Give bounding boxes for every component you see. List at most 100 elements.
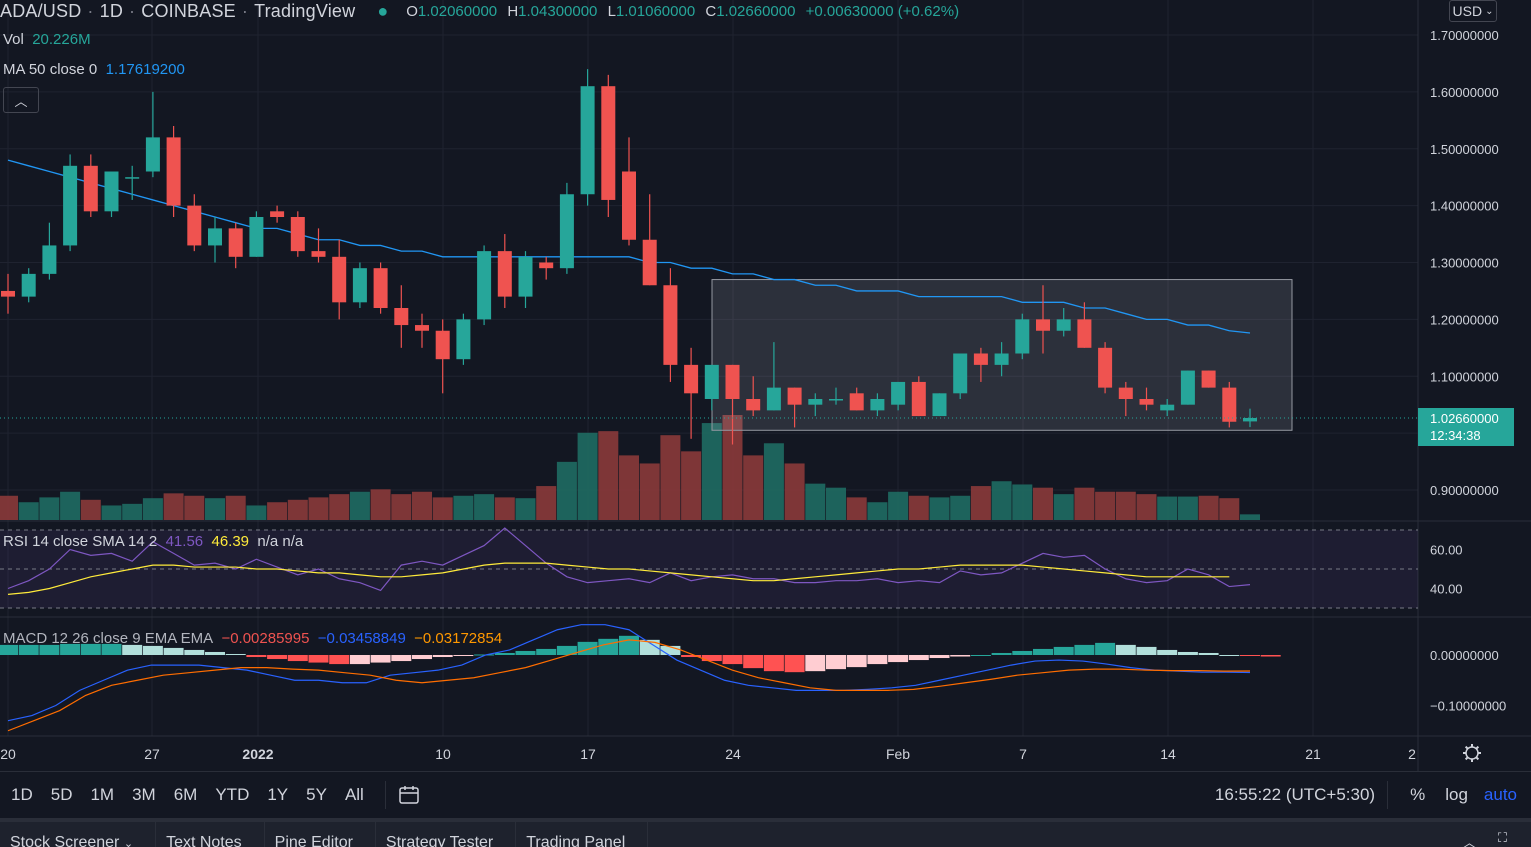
chevron-down-icon: ⌄ (1485, 5, 1494, 17)
open-value: 1.02060000 (417, 2, 498, 20)
volume-bar (370, 489, 391, 520)
time-axis-label: 10 (435, 746, 451, 762)
candle-body (766, 387, 781, 411)
interval-label[interactable]: 1D (99, 0, 124, 21)
candle-body (1201, 370, 1216, 388)
price-axis-label: 1.50000000 (1430, 142, 1499, 157)
time-axis-label: 7 (1019, 746, 1027, 762)
macd-histogram-bar (826, 655, 846, 670)
range-6m[interactable]: 6M (173, 785, 198, 804)
candle-body (145, 137, 160, 172)
macd-histogram-bar (60, 643, 81, 655)
candle-body (1160, 404, 1175, 411)
volume-bar (556, 461, 577, 520)
macd-histogram-bar (888, 655, 909, 663)
volume-bar (412, 491, 432, 520)
price-axis-label: 0.90000000 (1430, 483, 1499, 498)
macd-histogram-bar (743, 655, 764, 669)
rsi-sma-line (7, 562, 1230, 595)
collapse-legend-button[interactable]: ︿ (3, 87, 39, 113)
range-ytd[interactable]: YTD (215, 785, 250, 804)
volume-bar (1136, 494, 1157, 520)
ohlc-values: O1.02060000 H1.04300000 L1.01060000 C1.0… (406, 2, 960, 20)
candle-body (21, 273, 36, 297)
tab-stock-screener[interactable]: Stock Screener ⌄ (0, 822, 157, 847)
bottom-toolbar: 1D 5D 1M 3M 6M YTD 1Y 5Y All 16:55:22 (U… (0, 771, 1531, 818)
range-5d[interactable]: 5D (50, 785, 73, 804)
candle-body (456, 319, 471, 360)
candle-body (849, 393, 864, 411)
range-3m[interactable]: 3M (132, 785, 156, 804)
range-1d[interactable]: 1D (11, 785, 33, 804)
chart-canvas[interactable]: 1.70000000 1.60000000 1.50000000 1.40000000… (0, 0, 1531, 771)
rsi-legend[interactable]: RSI 14 close SMA 14 2 41.56 46.39 n/a n/… (3, 533, 304, 550)
price-axis-label: 1.30000000 (1430, 256, 1499, 271)
volume-legend[interactable]: Vol 20.226M (3, 31, 91, 48)
auto-scale-toggle[interactable]: auto (1483, 785, 1517, 804)
current-price-tag: 1.02660000 12:34:38 (1418, 408, 1514, 446)
volume-bar (1074, 487, 1095, 520)
volume-bar (1095, 491, 1116, 520)
volume-bar (929, 497, 950, 520)
macd-histogram-bar (205, 651, 225, 655)
range-1y[interactable]: 1Y (267, 785, 289, 804)
price-axis: 1.70000000 1.60000000 1.50000000 1.40000000… (1430, 28, 1499, 498)
range-1m[interactable]: 1M (90, 785, 115, 804)
candle-body (187, 205, 202, 246)
volume-bar (0, 495, 18, 520)
currency-button[interactable]: USD ⌄ (1449, 0, 1497, 22)
candle-body (228, 228, 243, 257)
candle-body (104, 171, 119, 212)
macd-histogram-bar (991, 652, 1012, 655)
time-axis-label: 20 (0, 746, 16, 762)
volume-bar (308, 497, 329, 520)
tab-text-notes[interactable]: Text Notes (156, 822, 265, 847)
volume-bar (122, 503, 143, 520)
macd-histogram-bar (1012, 650, 1033, 655)
volume-bar (246, 505, 267, 520)
volume-bar (142, 498, 163, 520)
range-all[interactable]: All (344, 785, 364, 804)
macd-histogram-bar (763, 655, 784, 672)
candle-body (1139, 399, 1154, 405)
macd-legend[interactable]: MACD 12 26 close 9 EMA EMA −0.00285995 −… (3, 630, 503, 647)
chevron-down-icon: ⌄ (123, 838, 134, 847)
range-5y[interactable]: 5Y (306, 785, 327, 804)
ma-legend[interactable]: MA 50 close 0 1.17619200 (3, 61, 185, 78)
tab-pine-editor[interactable]: Pine Editor (265, 822, 376, 847)
macd-histogram-bar (681, 655, 702, 658)
maximize-panel-icon[interactable]: ⛶ (1497, 830, 1507, 845)
volume-bar (598, 431, 619, 520)
candle-body (63, 165, 78, 246)
volume-bar (1219, 498, 1240, 520)
candle-body (829, 399, 843, 401)
candle-body (166, 137, 181, 206)
volume-bar (60, 491, 81, 520)
date-range-icon[interactable] (398, 785, 420, 805)
percent-scale-toggle[interactable]: % (1410, 785, 1426, 804)
macd-histogram-bar (142, 645, 163, 655)
macd-line (7, 624, 1251, 722)
log-scale-toggle[interactable]: log (1445, 785, 1468, 804)
candle-body (518, 256, 533, 297)
volume-bar (1012, 484, 1033, 520)
macd-histogram-bar (474, 654, 495, 656)
symbol-name[interactable]: ADA/USD (0, 0, 82, 21)
time-axis-label: 27 (144, 746, 160, 762)
candle-body (1180, 370, 1195, 405)
macd-histogram-bar (784, 655, 805, 673)
candle-body (787, 387, 802, 405)
clock[interactable]: 16:55:22 (UTC+5:30) (1214, 785, 1376, 804)
bottom-panel-tabs: Stock Screener ⌄ Text Notes Pine Editor … (0, 818, 1531, 847)
macd-histogram-bar (846, 655, 867, 668)
macd-histogram-bar (0, 644, 18, 655)
macd-histogram-bar (515, 650, 536, 655)
collapse-panel-icon[interactable]: ︿ (1462, 835, 1476, 847)
volume-bar (39, 497, 60, 520)
volume-bar (515, 498, 536, 520)
macd-histogram-bar (101, 643, 122, 655)
macd-histogram-bar (246, 655, 267, 658)
tab-strategy-tester[interactable]: Strategy Tester (376, 822, 517, 847)
macd-histogram-bar (39, 644, 60, 655)
tab-trading-panel[interactable]: Trading Panel (516, 822, 649, 847)
